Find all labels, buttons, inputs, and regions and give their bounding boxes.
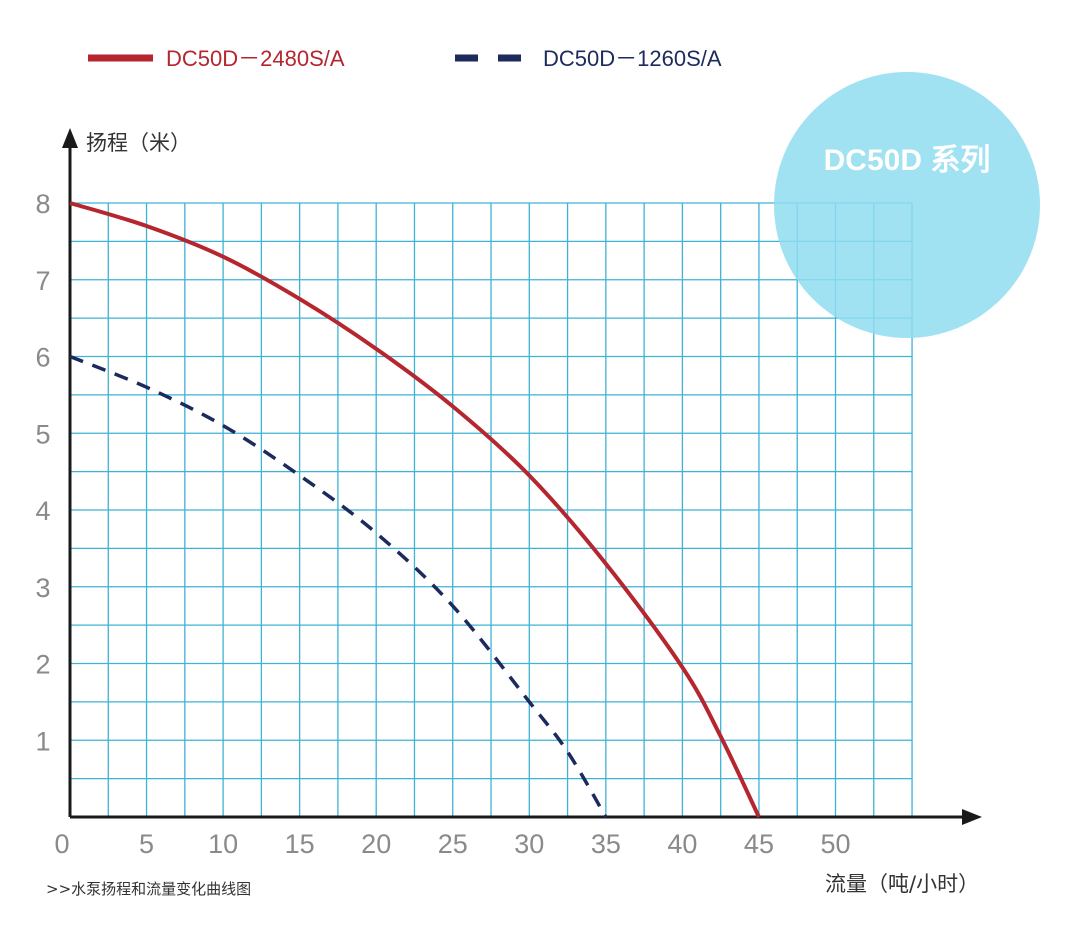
grid: [70, 202, 913, 817]
x-tick-label: 10: [208, 829, 238, 859]
chart-footnote: >>水泵扬程和流量变化曲线图: [46, 880, 251, 898]
legend: DC50D－2480S/A DC50D－1260S/A: [88, 46, 722, 71]
legend-label-1260: DC50D－1260S/A: [543, 46, 722, 71]
x-tick-label: 50: [820, 829, 850, 859]
x-tick-label: 35: [591, 829, 621, 859]
x-axis-title: 流量（吨/小时）: [825, 872, 979, 896]
y-tick-label: 6: [35, 343, 50, 373]
y-axis-title: 扬程（米）: [86, 131, 191, 155]
x-tick-label: 25: [438, 829, 468, 859]
y-tick-label: 8: [35, 189, 50, 219]
x-tick-label: 30: [514, 829, 544, 859]
x-tick-label: 40: [667, 829, 697, 859]
series-badge-circle: [774, 72, 1040, 338]
series-line-2480: [69, 201, 761, 818]
legend-label-2480: DC50D－2480S/A: [166, 46, 345, 71]
x-tick-label: 45: [744, 829, 774, 859]
series: [69, 201, 761, 818]
x-tick-labels: 0 5 10 15 20 25 30 35 40 45 50: [54, 829, 850, 859]
y-tick-labels: 1 2 3 4 5 6 7 8: [35, 189, 50, 756]
y-tick-label: 2: [35, 650, 50, 680]
x-tick-label: 15: [285, 829, 315, 859]
series-line-1260: [69, 354, 608, 818]
y-tick-label: 7: [35, 266, 50, 296]
x-tick-label: 0: [54, 829, 69, 859]
y-tick-label: 1: [35, 726, 50, 756]
y-tick-label: 4: [35, 496, 50, 526]
x-tick-label: 5: [139, 829, 154, 859]
y-axis-arrow-icon: [62, 128, 78, 148]
x-tick-label: 20: [361, 829, 391, 859]
y-tick-label: 5: [35, 419, 50, 449]
x-axis-arrow-icon: [962, 809, 982, 825]
series-badge-text: DC50D 系列: [824, 144, 991, 177]
y-tick-label: 3: [35, 573, 50, 603]
axes: [62, 128, 982, 825]
